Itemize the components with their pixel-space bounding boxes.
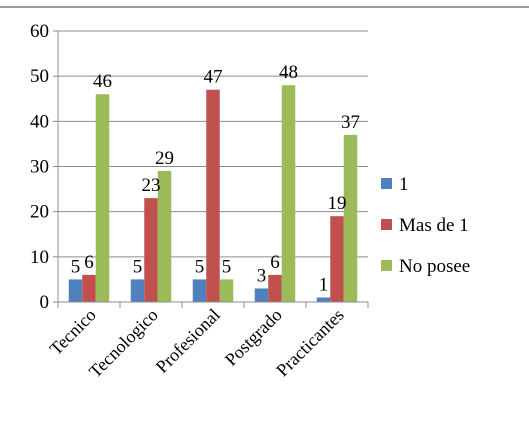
top-rule [0,6,529,8]
y-tick-label: 10 [30,247,49,268]
data-label: 46 [93,71,112,92]
bar-tecnico-series-2 [82,274,96,302]
bar-practicantes-series-3 [343,134,358,302]
y-tick-label: 40 [30,111,49,132]
legend-swatch-3 [381,260,392,271]
data-label: 29 [155,148,174,169]
y-tick-label: 50 [30,66,49,87]
category-labels: TecnicoTecnologicoProfesionalPostgradoPr… [46,305,348,382]
bar-tecnologico-series-1 [130,279,145,302]
data-label: 3 [257,265,267,286]
data-label: 47 [204,67,223,88]
bar-tecnico-series-3 [95,94,110,302]
legend-label-3: No posee [399,256,470,277]
data-label: 5 [222,256,232,277]
bar-tecnologico-series-2 [144,198,158,302]
data-label: 5 [133,256,143,277]
category-label-postgrado: Postgrado [221,305,286,370]
bar-profesional-series-1 [192,279,207,302]
bar-tecnologico-series-3 [157,171,172,302]
y-tick-label: 60 [30,21,49,42]
data-label: 6 [84,252,94,273]
y-tick-labels: 0 10 20 30 40 50 60 [30,21,49,313]
data-label: 19 [328,193,347,214]
category-label-tecnico: Tecnico [46,305,100,359]
bar-profesional-series-3 [219,279,234,302]
gridlines [58,30,368,258]
bar-practicantes-series-2 [330,216,344,302]
bar-tecnico-series-1 [68,279,83,302]
legend-swatch-1 [381,178,392,189]
bar-postgrado-series-2 [268,274,282,302]
bar-postgrado-series-1 [254,288,269,302]
axes [53,30,369,308]
legend-label-2: Mas de 1 [399,215,469,236]
bar-profesional-series-2 [206,89,220,302]
y-tick-label: 0 [40,292,50,313]
data-label: 1 [319,274,329,295]
bars [68,85,358,302]
data-label: 37 [341,112,360,133]
data-label: 23 [142,175,161,196]
y-tick-label: 20 [30,202,49,223]
data-label: 5 [195,256,205,277]
category-label-practicantes: Practicantes [272,305,348,381]
category-label-profesional: Profesional [152,305,224,377]
data-label: 48 [279,62,298,83]
data-label: 6 [270,252,280,273]
legend: 1 Mas de 1 No posee [381,174,470,277]
y-tick-label: 30 [30,157,49,178]
legend-label-1: 1 [399,174,409,195]
bar-postgrado-series-3 [281,85,296,302]
data-label: 5 [71,256,81,277]
legend-swatch-2 [381,219,392,230]
bar-practicantes-series-1 [316,297,331,302]
